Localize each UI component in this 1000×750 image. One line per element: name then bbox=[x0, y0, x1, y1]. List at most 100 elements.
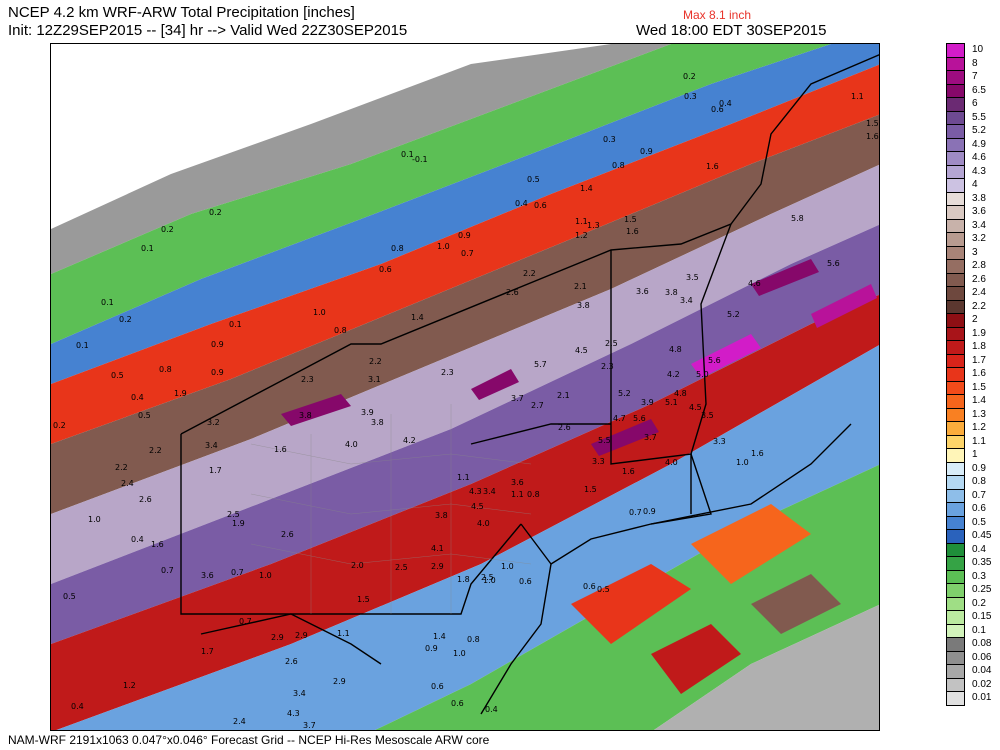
precip-value-label: 1.0 bbox=[453, 649, 466, 658]
precip-value-label: 0.9 bbox=[458, 231, 471, 240]
legend-level-label: 7 bbox=[972, 71, 978, 82]
precip-value-label: 1.6 bbox=[706, 162, 719, 171]
legend-swatch bbox=[946, 43, 965, 58]
chart-title: NCEP 4.2 km WRF-ARW Total Precipitation … bbox=[8, 4, 355, 21]
legend-swatch bbox=[946, 137, 965, 152]
precip-value-label: 0.2 bbox=[119, 315, 132, 324]
legend-level-label: 3 bbox=[972, 246, 978, 258]
legend-level-label: 0.45 bbox=[972, 530, 992, 541]
legend-swatch bbox=[946, 340, 965, 355]
precip-value-label: 2.9 bbox=[333, 677, 346, 686]
precip-value-label: 1.5 bbox=[357, 595, 370, 604]
precip-value-label: 0.7 bbox=[461, 249, 474, 258]
legend-level-label: 3.6 bbox=[972, 206, 986, 217]
legend-swatch bbox=[946, 164, 965, 179]
precip-value-label: 1.0 bbox=[736, 458, 749, 467]
precip-value-label: 0.5 bbox=[111, 371, 124, 380]
legend-level-label: 0.9 bbox=[972, 462, 986, 474]
precip-value-label: 0.5 bbox=[597, 585, 610, 594]
precip-value-label: 3.8 bbox=[371, 418, 384, 427]
precip-value-label: 0.2 bbox=[209, 208, 222, 217]
precip-value-label: 3.6 bbox=[636, 287, 649, 296]
precip-value-label: 2.9 bbox=[431, 562, 444, 571]
precip-value-label: 0.7 bbox=[231, 568, 244, 577]
precip-value-label: 4.6 bbox=[748, 279, 761, 288]
legend-level-label: 4.3 bbox=[972, 165, 986, 177]
precip-value-label: 0.6 bbox=[534, 201, 547, 210]
precip-value-label: 2.1 bbox=[557, 391, 570, 400]
legend-level-label: 4 bbox=[972, 179, 978, 190]
precip-value-label: 0.7 bbox=[161, 566, 174, 575]
precip-value-label: 5.8 bbox=[791, 214, 804, 223]
precip-value-label: 0.2 bbox=[683, 72, 696, 81]
precip-value-label: -0.1 bbox=[412, 155, 428, 164]
precip-value-label: 0.4 bbox=[131, 535, 144, 544]
precip-value-label: 3.5 bbox=[701, 411, 714, 420]
precip-value-label: 0.4 bbox=[131, 393, 144, 402]
legend-swatch bbox=[946, 529, 965, 544]
precip-value-label: 3.8 bbox=[299, 411, 312, 420]
precip-value-label: 1.4 bbox=[433, 632, 446, 641]
legend-swatch bbox=[946, 110, 965, 125]
precip-value-label: 0.6 bbox=[451, 699, 464, 708]
init-valid-line: Init: 12Z29SEP2015 -- [34] hr --> Valid … bbox=[8, 22, 408, 39]
legend-swatch bbox=[946, 434, 965, 449]
precip-value-label: 2.5 bbox=[605, 339, 618, 348]
legend-level-label: 2.8 bbox=[972, 260, 986, 271]
precip-value-label: 0.8 bbox=[527, 490, 540, 499]
precip-value-label: 3.8 bbox=[665, 288, 678, 297]
legend-swatch bbox=[946, 151, 965, 166]
legend-swatch bbox=[946, 515, 965, 530]
legend-level-label: 0.6 bbox=[972, 503, 986, 514]
valid-local-time: Wed 18:00 EDT 30SEP2015 bbox=[636, 22, 827, 39]
legend-level-label: 6.5 bbox=[972, 84, 986, 96]
precip-value-label: 2.6 bbox=[139, 495, 152, 504]
county-lines bbox=[250, 404, 532, 614]
precip-value-label: 4.5 bbox=[471, 502, 484, 511]
precip-value-label: 1.7 bbox=[201, 647, 214, 656]
precip-value-label: 0.7 bbox=[629, 508, 642, 517]
precip-value-label: 1.1 bbox=[337, 629, 350, 638]
precip-value-label: 1.6 bbox=[751, 449, 764, 458]
legend-swatch bbox=[946, 353, 965, 368]
precip-value-label: 1.5 bbox=[866, 119, 879, 128]
legend-swatch bbox=[946, 583, 965, 598]
precip-value-label: 2.6 bbox=[281, 530, 294, 539]
precip-value-label: 3.4 bbox=[293, 689, 306, 698]
precip-value-label: 3.4 bbox=[205, 441, 218, 450]
precip-bands bbox=[51, 44, 879, 730]
precip-value-label: 3.2 bbox=[207, 418, 220, 427]
max-precip-label: Max 8.1 inch bbox=[683, 8, 752, 22]
precip-value-label: 1.6 bbox=[274, 445, 287, 454]
precip-value-label: 1.9 bbox=[232, 519, 245, 528]
legend-swatch bbox=[946, 556, 965, 571]
precip-value-label: 1.6 bbox=[866, 132, 879, 141]
precip-value-label: 2.6 bbox=[558, 423, 571, 432]
legend-swatch bbox=[946, 569, 965, 584]
precip-legend: 10 8 7 6.5 6 5.5 5.2 4.9 4.6 4.3 4 3.8 3.6 3.4 3.2 3 2.8… bbox=[946, 43, 996, 706]
precip-value-label: 2.2 bbox=[369, 357, 382, 366]
legend-swatch bbox=[946, 313, 965, 328]
precip-value-label: 3.7 bbox=[644, 433, 657, 442]
precip-value-label: 1.0 bbox=[313, 308, 326, 317]
legend-level-label: 0.04 bbox=[972, 665, 992, 676]
legend-swatch bbox=[946, 664, 965, 679]
precip-value-label: 0.4 bbox=[515, 199, 528, 208]
precip-value-label: 4.5 bbox=[689, 403, 702, 412]
precip-value-label: 0.8 bbox=[467, 635, 480, 644]
legend-swatch bbox=[946, 367, 965, 382]
precip-value-label: 5.1 bbox=[665, 398, 678, 407]
legend-swatch bbox=[946, 488, 965, 503]
legend-swatch bbox=[946, 461, 965, 476]
legend-level-label: 1.3 bbox=[972, 408, 986, 420]
legend-level-label: 1.1 bbox=[972, 435, 986, 447]
precip-value-label: 1.3 bbox=[587, 221, 600, 230]
precip-value-label: 0.9 bbox=[425, 644, 438, 653]
precip-value-label: 0.5 bbox=[63, 592, 76, 601]
legend-swatch bbox=[946, 380, 965, 395]
precip-value-label: 4.0 bbox=[477, 519, 490, 528]
legend-level-label: 1.8 bbox=[972, 341, 986, 352]
precip-value-label: 2.5 bbox=[227, 510, 240, 519]
precip-value-label: 0.9 bbox=[640, 147, 653, 156]
precip-value-label: 3.4 bbox=[680, 296, 693, 305]
